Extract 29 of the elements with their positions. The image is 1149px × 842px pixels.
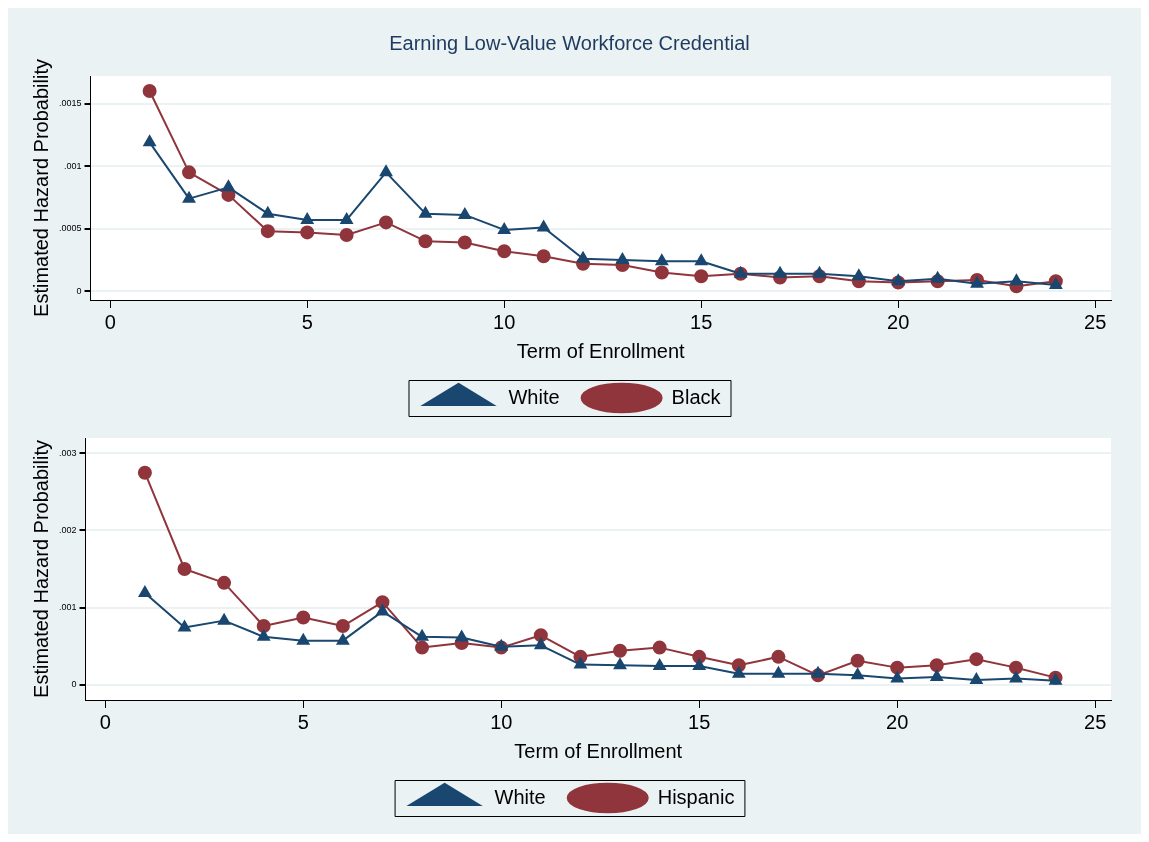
x-tick-label: 10: [490, 710, 513, 733]
y-axis-title: Estimated Hazard Probability: [29, 59, 52, 317]
y-tick-label: .001: [63, 160, 82, 171]
y-axis-title: Estimated Hazard Probability: [29, 440, 52, 698]
y-tick-label: 0: [76, 285, 82, 296]
x-tick-label: 10: [493, 310, 516, 333]
x-tick-label: 5: [297, 710, 309, 733]
legend-label: Black: [671, 385, 722, 408]
y-tick-label: .0005: [58, 223, 82, 234]
legend-label: Hispanic: [657, 785, 735, 808]
x-tick-label: 20: [887, 310, 910, 333]
x-tick-label: 25: [1084, 710, 1107, 733]
x-tick-label: 5: [301, 310, 313, 333]
y-tick-label: 0: [71, 679, 77, 690]
y-tick-label: .0015: [58, 98, 82, 109]
y-tick-label: .002: [58, 524, 77, 535]
chart-title: Earning Low-Value Workforce Credential: [389, 31, 750, 54]
x-tick-label: 25: [1084, 310, 1107, 333]
x-tick-label: 0: [99, 710, 111, 733]
y-tick-label: .001: [58, 602, 77, 613]
legend-label: White: [508, 385, 560, 408]
y-tick-label: .003: [58, 447, 77, 458]
x-tick-label: 0: [104, 310, 116, 333]
legend-label: White: [494, 785, 546, 808]
x-tick-label: 15: [688, 710, 711, 733]
x-tick-label: 20: [886, 710, 909, 733]
x-axis-title: Term of Enrollment: [514, 739, 683, 762]
x-axis-title: Term of Enrollment: [516, 339, 686, 362]
x-tick-label: 15: [690, 310, 713, 333]
